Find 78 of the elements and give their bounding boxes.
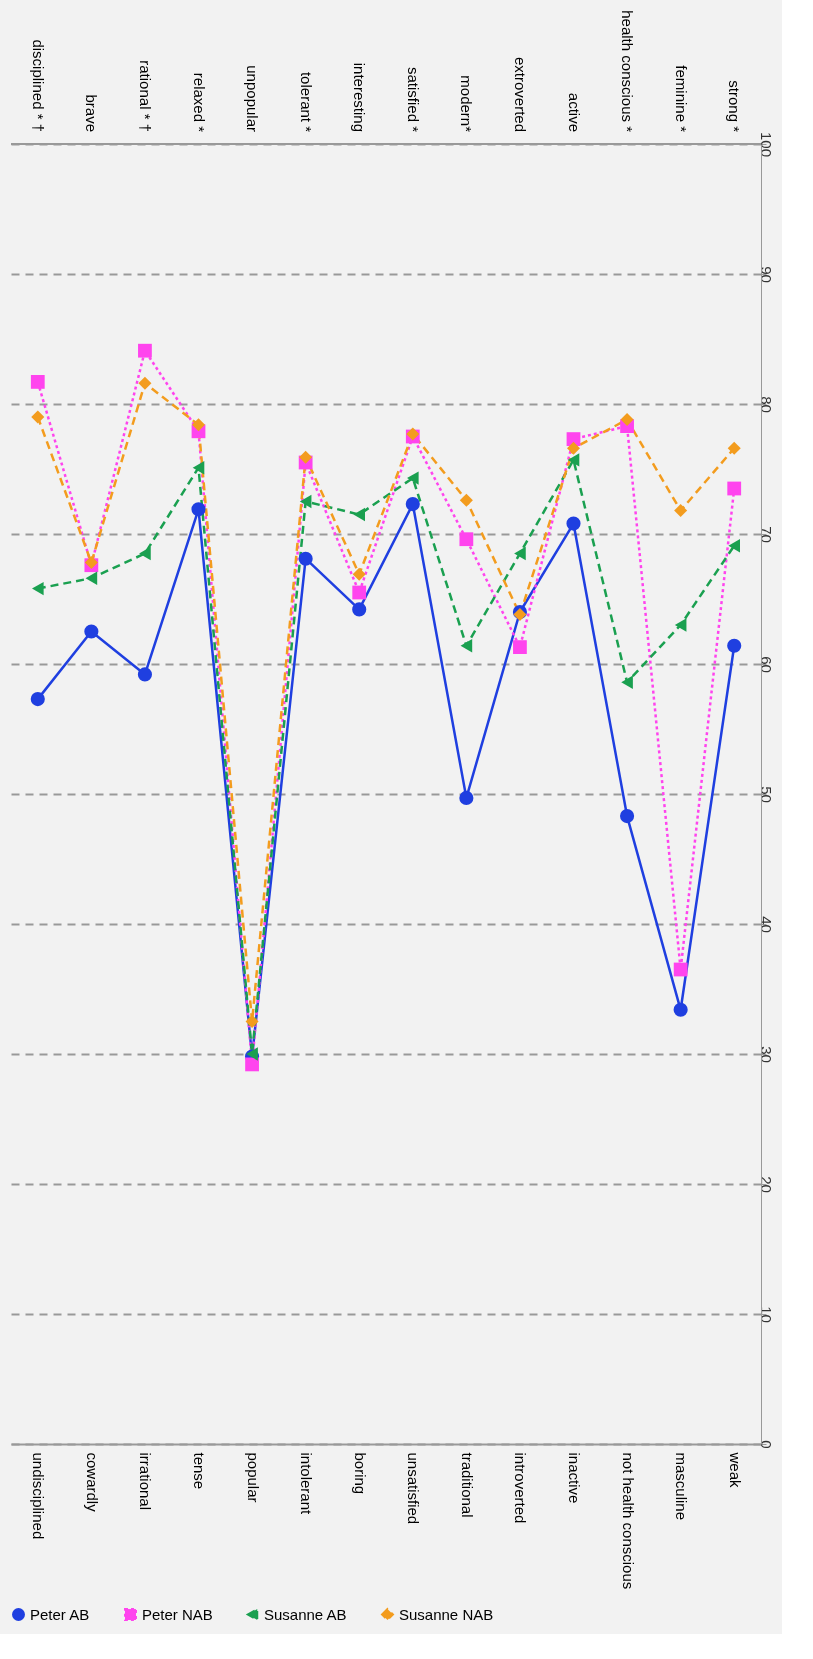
x-tick-label: undisciplined xyxy=(30,1452,48,1540)
x-tick-label: traditional xyxy=(458,1452,476,1518)
point xyxy=(406,471,419,485)
text: disciplined * † xyxy=(29,39,47,132)
text: extroverted xyxy=(511,56,529,132)
point xyxy=(352,585,367,600)
x-tick-label: masculine xyxy=(673,1452,691,1521)
point xyxy=(298,551,313,566)
legend-label: Susanne NAB xyxy=(399,1605,494,1623)
y-tick-label: 0 xyxy=(757,1440,775,1449)
text: health conscious * xyxy=(619,10,637,133)
legend-label: Peter NAB xyxy=(142,1605,213,1623)
text: modern* xyxy=(458,75,476,133)
point xyxy=(30,375,45,389)
point xyxy=(245,1014,259,1029)
point xyxy=(299,494,312,509)
point xyxy=(191,502,206,517)
point xyxy=(139,546,151,561)
point xyxy=(513,608,527,622)
point xyxy=(137,667,152,682)
point xyxy=(566,516,581,531)
text: relaxed * xyxy=(190,72,208,133)
point xyxy=(352,567,366,581)
point xyxy=(31,581,44,596)
legend-label: Susanne AB xyxy=(264,1605,347,1623)
point xyxy=(674,504,688,518)
text: feminine * xyxy=(672,65,690,133)
point xyxy=(459,532,474,547)
point xyxy=(405,497,420,512)
x-tick-label: introverted xyxy=(512,1452,530,1524)
point xyxy=(459,790,474,805)
text: brave xyxy=(83,94,101,132)
x-tick-label: tense xyxy=(191,1452,208,1490)
x-tick-label: boring xyxy=(351,1452,369,1495)
point xyxy=(513,640,527,654)
point xyxy=(727,481,742,496)
point xyxy=(192,460,205,475)
point xyxy=(460,639,473,653)
x-tick-label: irrational xyxy=(137,1452,155,1511)
point xyxy=(673,1002,688,1017)
x-tick-label: inactive xyxy=(566,1452,583,1504)
point xyxy=(85,571,98,585)
point xyxy=(191,418,206,432)
text: unpopular xyxy=(244,65,262,132)
text: tolerant * xyxy=(297,71,315,133)
point xyxy=(30,692,45,707)
text: active xyxy=(565,92,583,132)
text: strong * xyxy=(726,80,744,133)
point xyxy=(674,618,687,632)
point xyxy=(84,624,99,639)
x-tick-label: popular xyxy=(244,1452,262,1503)
legend-label: Peter AB xyxy=(30,1605,90,1623)
x-tick-label: intolerant xyxy=(298,1452,316,1516)
point xyxy=(514,546,526,561)
point xyxy=(138,343,152,358)
x-tick-label: weak xyxy=(726,1451,744,1489)
point xyxy=(352,602,367,617)
point xyxy=(138,376,152,390)
text: rational * † xyxy=(136,60,154,132)
text: interesting xyxy=(351,62,369,132)
point xyxy=(727,638,742,653)
point xyxy=(245,1057,259,1072)
x-tick-label: unsatisfied xyxy=(405,1452,423,1525)
point xyxy=(567,453,580,467)
point xyxy=(727,441,741,455)
point xyxy=(353,507,366,522)
point xyxy=(620,413,634,427)
x-tick-label: not health conscious xyxy=(619,1452,637,1590)
point xyxy=(673,962,688,977)
text: satisfied * xyxy=(404,66,422,133)
point xyxy=(728,538,741,553)
point xyxy=(31,410,45,424)
point xyxy=(459,493,473,507)
point xyxy=(299,450,313,464)
point xyxy=(621,675,633,689)
x-tick-label: cowardly xyxy=(83,1452,101,1513)
point xyxy=(566,441,581,455)
point xyxy=(620,809,635,824)
